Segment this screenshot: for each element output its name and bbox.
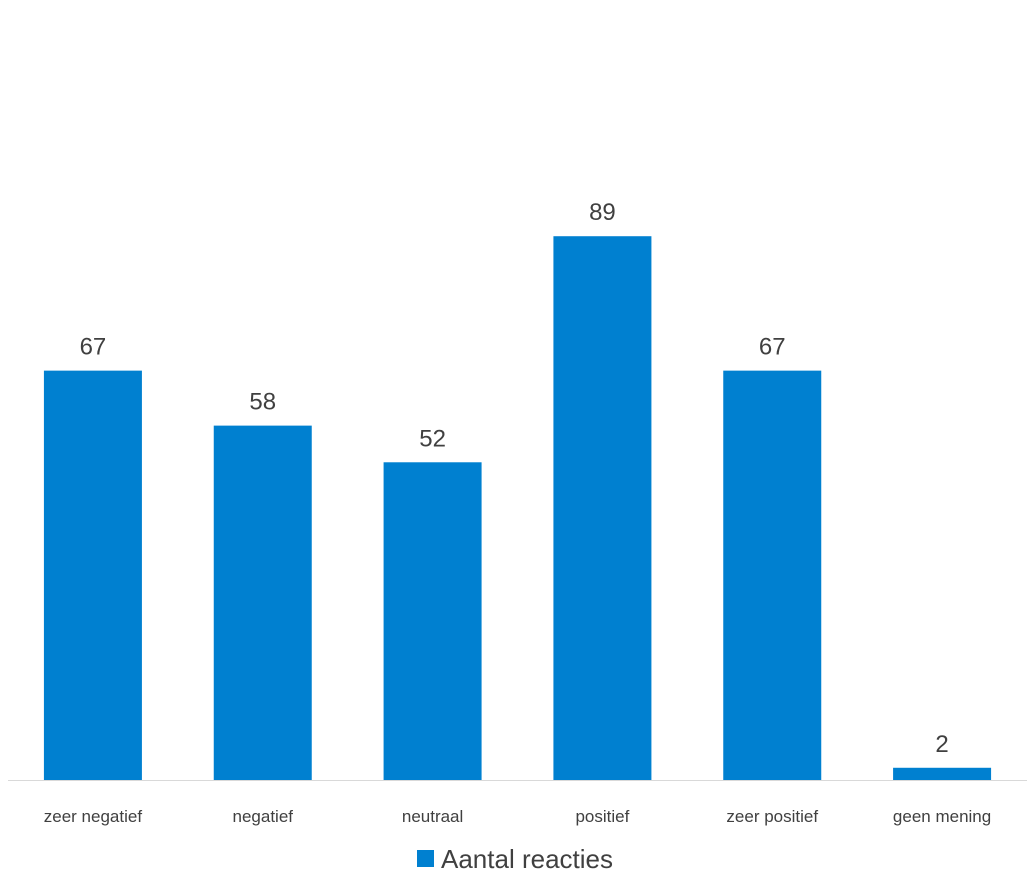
x-tick-labels-group: zeer negatief negatief neutraal positief zee… xyxy=(44,807,991,826)
data-label-positief: 89 xyxy=(589,199,616,226)
data-labels-group: 67 58 52 89 67 2 xyxy=(80,199,949,758)
x-tick-label-neutraal: neutraal xyxy=(402,807,463,826)
bar-zeer-negatief xyxy=(43,370,142,780)
legend: Aantal reacties xyxy=(417,844,613,874)
bar-zeer-positief xyxy=(723,370,822,780)
x-tick-label-negatief: negatief xyxy=(233,807,294,826)
data-label-negatief: 58 xyxy=(249,389,276,416)
bar-geen-mening xyxy=(893,767,992,780)
x-tick-label-zeer-negatief: zeer negatief xyxy=(44,807,143,826)
x-tick-label-positief: positief xyxy=(575,807,629,826)
data-label-zeer-positief: 67 xyxy=(759,334,786,361)
legend-swatch xyxy=(417,850,434,867)
bars-group xyxy=(43,236,992,780)
x-tick-label-zeer-positief: zeer positief xyxy=(726,807,818,826)
data-label-neutraal: 52 xyxy=(419,425,446,452)
x-tick-label-geen-mening: geen mening xyxy=(893,807,991,826)
bar-neutraal xyxy=(383,462,482,780)
data-label-zeer-negatief: 67 xyxy=(80,334,107,361)
bar-positief xyxy=(553,236,652,780)
data-label-geen-mening: 2 xyxy=(935,731,948,758)
bar-negatief xyxy=(213,425,312,780)
legend-label: Aantal reacties xyxy=(441,844,613,874)
